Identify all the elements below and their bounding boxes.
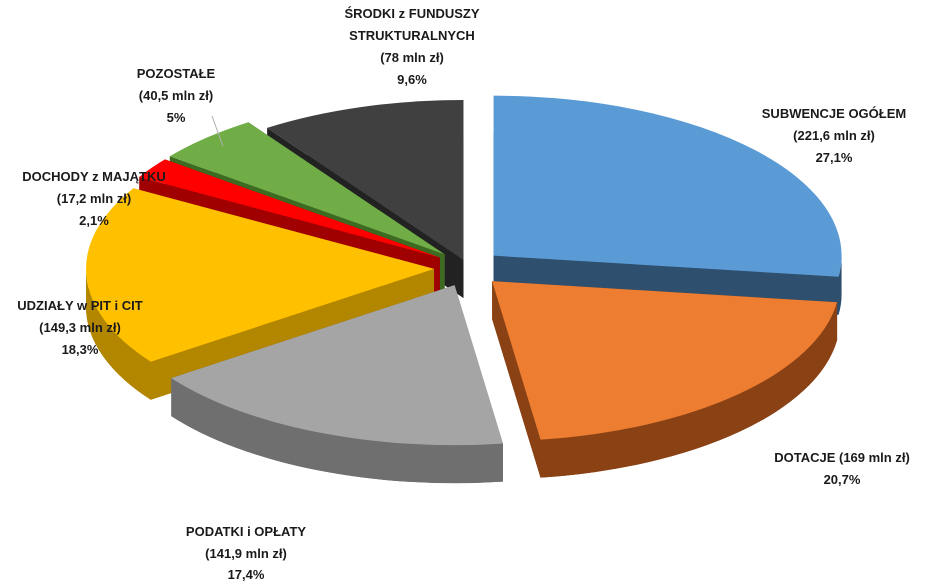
- slice-top: [139, 159, 440, 258]
- pie-slice: [86, 188, 435, 400]
- slice-label-title: POZOSTAŁE: [137, 66, 216, 81]
- label-pozostale: POZOSTAŁE (40,5 mln zł) 5%: [137, 66, 216, 125]
- slice-label-title: SUBWENCJE OGÓŁEM: [762, 106, 906, 121]
- label-srodki: ŚRODKI z FUNDUSZY STRUKTURALNYCH (78 mln…: [344, 6, 479, 87]
- slice-top: [169, 122, 445, 255]
- slice-label-percent: 2,1%: [79, 213, 109, 228]
- label-dotacje: DOTACJE (169 mln zł) 20,7%: [774, 450, 910, 487]
- slice-label-title: UDZIAŁY w PIT i CIT: [17, 298, 142, 313]
- slice-label-amount: (40,5 mln zł): [139, 88, 213, 103]
- slice-label-percent: 9,6%: [397, 72, 427, 87]
- slice-label-title-line1: ŚRODKI z FUNDUSZY: [344, 6, 479, 21]
- label-dochody: DOCHODY z MAJĄTKU (17,2 mln zł) 2,1%: [22, 169, 166, 228]
- leader-lines: [211, 115, 224, 147]
- slice-label-percent: 27,1%: [816, 150, 853, 165]
- slice-label-title: DOTACJE (169 mln zł): [774, 450, 910, 465]
- slice-top: [492, 281, 838, 440]
- slice-side: [838, 255, 842, 315]
- slice-label-amount: (221,6 mln zł): [793, 128, 875, 143]
- slice-label-amount: (17,2 mln zł): [57, 191, 131, 206]
- slice-label-percent: 20,7%: [824, 472, 861, 487]
- pie-slice: [492, 281, 838, 478]
- slice-label-percent: 18,3%: [62, 342, 99, 357]
- slice-label-amount: (78 mln zł): [380, 50, 444, 65]
- slice-label-percent: 5%: [167, 110, 186, 125]
- slice-label-title: DOCHODY z MAJĄTKU: [22, 169, 166, 184]
- slice-side: [86, 268, 151, 400]
- pie-slice: [171, 285, 503, 484]
- leader-line-pozostale: [211, 115, 224, 147]
- label-udzialy: UDZIAŁY w PIT i CIT (149,3 mln zł) 18,3%: [17, 298, 142, 357]
- slice-label-amount: (149,3 mln zł): [39, 320, 121, 335]
- slice-edge: [492, 281, 541, 478]
- pie-slice: [493, 95, 842, 315]
- slice-label-title-line2: STRUKTURALNYCH: [349, 28, 475, 43]
- slice-top: [493, 95, 842, 277]
- label-subwencje: SUBWENCJE OGÓŁEM (221,6 mln zł) 27,1%: [762, 106, 906, 165]
- slice-top: [86, 188, 435, 362]
- slice-side: [171, 378, 503, 484]
- slice-label-title: PODATKI i OPŁATY: [186, 524, 306, 539]
- slice-top: [267, 99, 464, 260]
- label-podatki: PODATKI i OPŁATY (141,9 mln zł) 17,4%: [186, 524, 306, 581]
- slice-top: [171, 285, 503, 446]
- slice-label-amount: (141,9 mln zł): [205, 546, 287, 561]
- slices-layer: [86, 95, 842, 484]
- slice-side: [540, 302, 838, 478]
- slice-label-percent: 17,4%: [228, 567, 265, 581]
